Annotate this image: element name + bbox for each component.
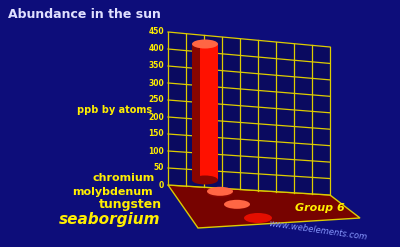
Text: 0: 0 — [159, 181, 164, 189]
Text: 350: 350 — [148, 62, 164, 70]
Text: www.webelements.com: www.webelements.com — [268, 219, 368, 241]
Ellipse shape — [207, 187, 233, 196]
Text: tungsten: tungsten — [99, 198, 162, 210]
Text: chromium: chromium — [93, 173, 155, 183]
Ellipse shape — [224, 200, 250, 209]
Ellipse shape — [207, 188, 233, 198]
Polygon shape — [200, 44, 218, 180]
Text: molybdenum: molybdenum — [72, 187, 153, 197]
Ellipse shape — [192, 40, 218, 48]
Text: 300: 300 — [148, 79, 164, 87]
Text: 50: 50 — [154, 164, 164, 172]
Ellipse shape — [192, 176, 218, 185]
Text: Group 6: Group 6 — [295, 203, 345, 213]
Polygon shape — [168, 32, 330, 195]
Ellipse shape — [244, 213, 272, 223]
Text: 150: 150 — [148, 129, 164, 139]
Text: 200: 200 — [148, 112, 164, 122]
Ellipse shape — [224, 201, 250, 209]
Text: 400: 400 — [148, 44, 164, 54]
Text: 450: 450 — [148, 27, 164, 37]
Text: Abundance in the sun: Abundance in the sun — [8, 8, 161, 21]
Polygon shape — [207, 191, 215, 193]
Polygon shape — [215, 191, 233, 193]
Polygon shape — [168, 185, 360, 228]
Text: ppb by atoms: ppb by atoms — [78, 105, 152, 115]
Polygon shape — [192, 44, 200, 180]
Text: 250: 250 — [148, 96, 164, 104]
Polygon shape — [224, 204, 232, 205]
Polygon shape — [232, 204, 250, 205]
Text: 100: 100 — [148, 146, 164, 156]
Text: seaborgium: seaborgium — [58, 211, 160, 226]
